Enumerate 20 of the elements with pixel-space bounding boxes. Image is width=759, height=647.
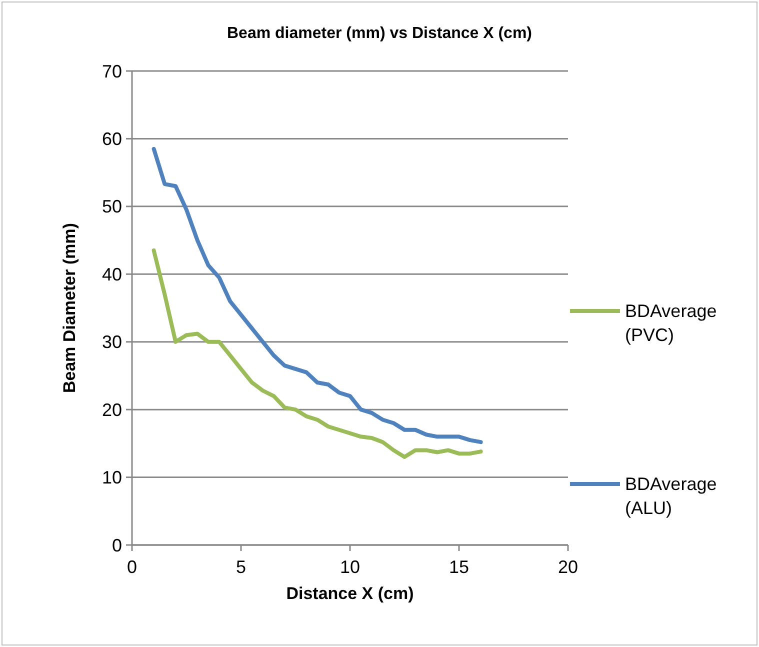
y-axis-title: Beam Diameter (mm) (60, 222, 79, 394)
line-series (152, 146, 483, 444)
y-tick-label: 10 (102, 468, 122, 488)
x-axis-title: Distance X (cm) (286, 584, 414, 603)
y-tick-label: 40 (102, 264, 122, 284)
y-tick-label: 50 (102, 196, 122, 217)
legend-label: BDAverage (ALU) (625, 474, 717, 518)
y-tick-label: 0 (112, 535, 122, 556)
line-series (152, 248, 483, 459)
x-tick-label: 5 (236, 557, 246, 577)
x-tick-label: 10 (340, 557, 360, 577)
x-tick-label: 0 (126, 557, 138, 577)
chart-title: Beam diameter (mm) vs Distance X (cm) (227, 25, 532, 42)
y-tick-label: 60 (102, 129, 122, 150)
y-tick-label: 20 (102, 400, 122, 420)
legend-label: BDAverage (PVC) (625, 301, 717, 345)
x-tick-label: 20 (558, 557, 578, 577)
y-tick-label: 30 (102, 332, 122, 352)
y-tick-label: 70 (102, 61, 122, 82)
x-tick-label: 15 (448, 557, 470, 577)
